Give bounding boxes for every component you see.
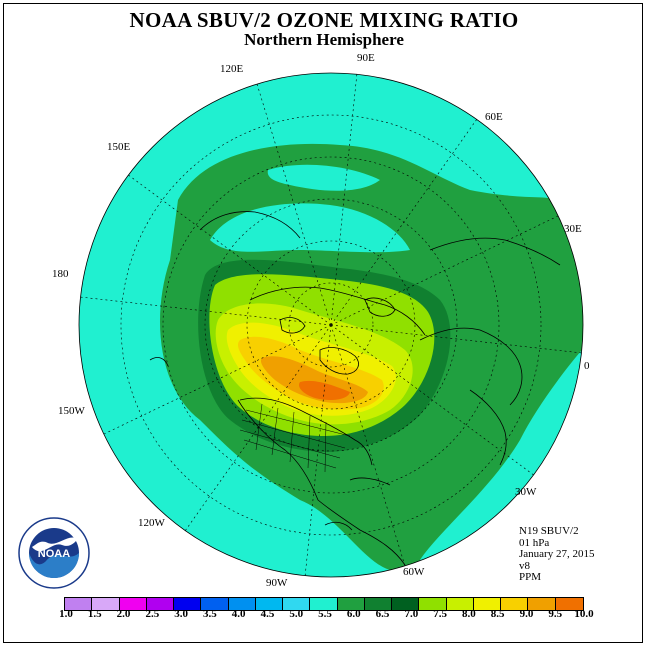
lon-label-120e: 120E (220, 63, 244, 75)
colorbar-tick-label: 8.0 (462, 608, 476, 620)
colorbar-tick-label: 4.5 (260, 608, 275, 620)
graticule (79, 73, 583, 577)
colorbar-swatch (228, 598, 256, 610)
colorbar-swatch (392, 598, 420, 610)
lon-label-60e: 60E (485, 111, 503, 123)
colorbar-tick-label: 8.5 (490, 608, 505, 620)
colorbar (64, 597, 584, 611)
map-title: NOAA SBUV/2 OZONE MIXING RATIO (129, 8, 519, 32)
colorbar-tick-label: 2.0 (116, 608, 131, 620)
instrument-label: N19 SBUV/2 (519, 525, 579, 537)
colorbar-swatch (446, 598, 474, 610)
colorbar-tick-label: 1.0 (59, 608, 73, 620)
colorbar-tick-label: 6.0 (346, 608, 361, 620)
colorbar-labels: 1.0 1.5 2.0 2.5 3.0 3.5 4.0 4.5 5.0 5.5 6.0 6.5 7.0 7… (0, 608, 648, 624)
colorbar-swatch (146, 598, 174, 610)
units-label: PPM (519, 571, 542, 584)
noaa-logo: NOAA (18, 517, 90, 589)
colorbar-swatch (255, 598, 283, 610)
lon-label-90e: 90E (357, 52, 375, 64)
date-label: January 27, 2015 (519, 548, 595, 561)
colorbar-tick-label: 7.0 (404, 608, 419, 620)
colorbar-swatch (174, 598, 202, 610)
colorbar-tick-label: 4.0 (231, 608, 246, 620)
colorbar-tick-label: 6.5 (375, 608, 390, 620)
colorbar-swatch (528, 598, 556, 610)
lon-label-30w: 30W (515, 486, 537, 498)
lon-label-90w: 90W (266, 577, 288, 589)
ozone-band-5-lobe (210, 203, 410, 253)
colorbar-tick-label: 9.5 (548, 608, 563, 620)
colorbar-tick-label: 10.0 (574, 608, 594, 620)
colorbar-tick-label: 1.5 (87, 608, 102, 620)
lon-label-150w: 150W (58, 405, 85, 417)
logo-text: NOAA (38, 548, 70, 560)
map-subtitle: Northern Hemisphere (244, 30, 404, 49)
lon-label-60w: 60W (403, 566, 425, 578)
colorbar-tick-label: 3.5 (203, 608, 217, 620)
lon-label-120w: 120W (138, 517, 165, 529)
lon-label-150e: 150E (107, 141, 131, 153)
lon-label-180: 180 (52, 268, 69, 280)
lon-label-0: 0 (584, 360, 590, 372)
lon-label-30e: 30E (564, 223, 582, 235)
coastlines (149, 211, 561, 566)
colorbar-swatch (310, 598, 338, 610)
colorbar-tick-label: 5.0 (289, 608, 304, 620)
colorbar-swatch (92, 598, 120, 610)
colorbar-swatch (364, 598, 392, 610)
colorbar-swatch (473, 598, 501, 610)
map-boundary (78, 72, 584, 578)
colorbar-swatch (555, 598, 583, 610)
version-label: v8 (519, 559, 530, 572)
colorbar-tick-label: 3.0 (174, 608, 188, 620)
colorbar-swatch (201, 598, 229, 610)
colorbar-tick-label: 2.5 (145, 608, 160, 620)
figure-frame (3, 3, 643, 643)
state-boundaries (239, 403, 351, 473)
colorbar-swatch (65, 598, 93, 610)
ozone-field (79, 73, 583, 577)
colorbar-swatch (337, 598, 365, 610)
colorbar-swatch (419, 598, 447, 610)
colorbar-swatch (283, 598, 311, 610)
colorbar-tick-label: 7.5 (433, 608, 447, 620)
info-block: N19 SBUV/2 01 hPa January 27, 2015 v8 PP… (519, 525, 595, 584)
colorbar-swatch (119, 598, 147, 610)
ozone-band-5-lobe-2 (267, 164, 380, 191)
level-label: 01 hPa (519, 536, 550, 549)
colorbar-tick-label: 5.5 (318, 608, 332, 620)
colorbar-tick-label: 9.0 (519, 608, 534, 620)
colorbar-swatch (501, 598, 529, 610)
